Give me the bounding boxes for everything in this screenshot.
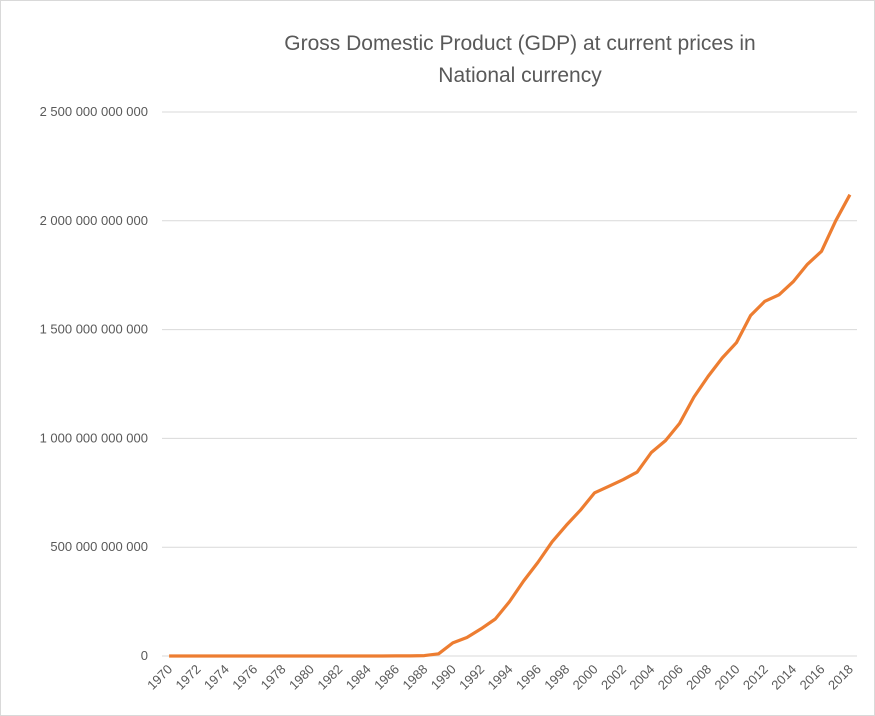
y-tick-label: 0	[141, 648, 148, 663]
y-tick-label: 1 500 000 000 000	[40, 322, 148, 337]
y-tick-label: 500 000 000 000	[50, 539, 148, 554]
chart-title: Gross Domestic Product (GDP) at current …	[284, 32, 756, 87]
y-tick-label: 2 500 000 000 000	[40, 104, 148, 119]
y-tick-label: 2 000 000 000 000	[40, 213, 148, 228]
line-series	[169, 193, 852, 658]
y-tick-label: 1 000 000 000 000	[40, 430, 148, 445]
